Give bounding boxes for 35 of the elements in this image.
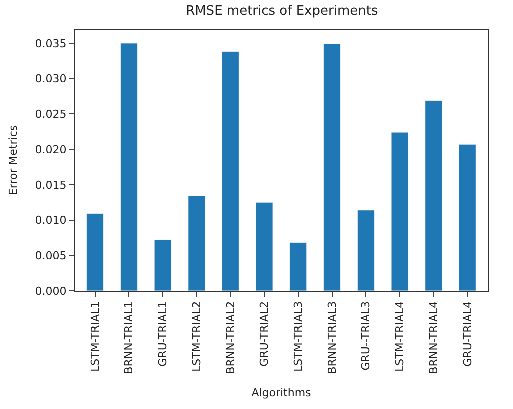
y-tick-label: 0.010 [35, 214, 67, 228]
bar [256, 202, 274, 291]
bar [188, 196, 206, 291]
x-tick-label: GRU-TRIAL4 [461, 301, 474, 367]
y-tick-label: 0.030 [35, 72, 67, 86]
y-tick-label: 0.005 [35, 249, 67, 262]
x-axis-title: Algorithms [252, 386, 312, 400]
x-tick-label: BRNN-TRIAL4 [427, 301, 440, 374]
bar [357, 210, 375, 291]
bar [458, 144, 476, 291]
bar [391, 132, 409, 291]
x-tick-label: GRU-TRIAL1 [156, 301, 170, 367]
y-tick-label: 0.035 [35, 37, 67, 50]
x-tick-label: LSTM-TRIAL1 [88, 301, 102, 372]
x-tick-label: LSTM-TRIAL3 [292, 301, 306, 372]
x-tick-label: BRNN-TRIAL1 [122, 301, 136, 374]
bar [290, 242, 308, 291]
bar [154, 240, 172, 291]
x-tick-label: BRNN-TRIAL2 [224, 301, 238, 374]
y-tick-label: 0.020 [35, 143, 67, 156]
bar [86, 214, 104, 291]
x-tick-label: GRU--TRIAL3 [360, 301, 373, 371]
bar [120, 43, 138, 291]
chart-title: RMSE metrics of Experiments [186, 4, 378, 20]
y-axis-title: Error Metrics [6, 125, 20, 196]
x-tick-label: LSTM-TRIAL2 [190, 301, 204, 372]
bar [222, 52, 240, 291]
bar [425, 100, 443, 291]
x-tick-label: BRNN-TRIAL3 [326, 301, 339, 374]
x-tick-label: LSTM-TRIAL4 [394, 301, 407, 372]
y-tick-label: 0.025 [35, 108, 67, 122]
y-tick-label: 0.000 [35, 284, 67, 298]
x-tick-label: GRU-TRIAL2 [258, 301, 272, 367]
bar [324, 44, 341, 291]
y-tick-label: 0.015 [35, 178, 67, 192]
